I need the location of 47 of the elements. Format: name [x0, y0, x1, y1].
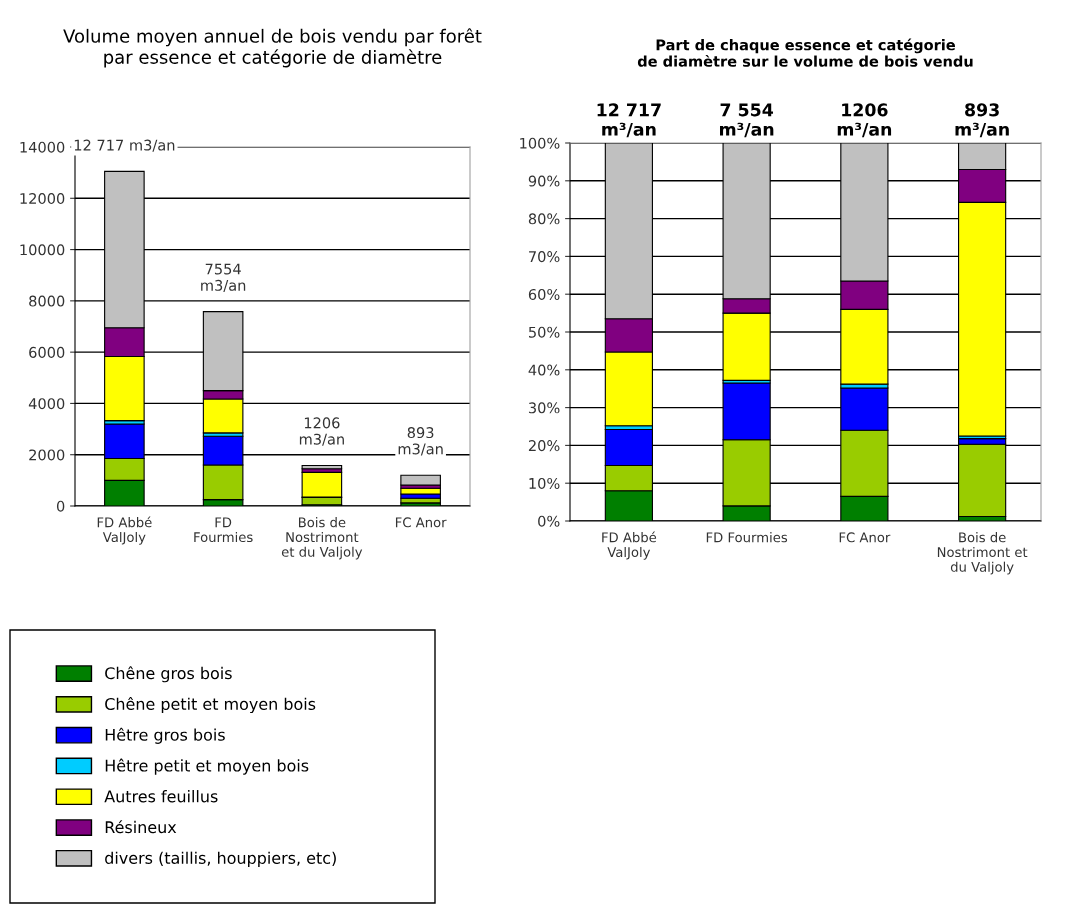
y-tick-label: 90%	[528, 175, 560, 187]
annotation: 893 m3/an	[398, 427, 443, 456]
y-tick-label: 40%	[528, 364, 560, 376]
y-tick-label: 60%	[528, 288, 560, 300]
chart-title: Volume moyen annuel de bois vendu par forêt par essence et catégorie de diamètre	[63, 28, 482, 68]
x-tick-label: Bois de Nostrimont et du Valjoly	[281, 517, 363, 560]
x-tick-label: FD Abbé ValJoly	[602, 531, 657, 560]
x-tick-label: FD Fourmies	[194, 517, 253, 543]
y-tick-label: 80%	[528, 213, 560, 225]
text: 1206 m³/an	[837, 103, 892, 138]
y-tick-label: 20%	[528, 440, 560, 452]
legend-label: Autres feuillus	[104, 790, 218, 803]
x-tick-label: FC Anor	[839, 532, 891, 543]
x-tick-label: FD Abbé ValJoly	[97, 516, 152, 545]
y-tick-label: 100%	[520, 137, 560, 149]
y-tick-label: 4000	[28, 398, 65, 410]
x-tick-label: FC Anor	[395, 517, 447, 528]
y-tick-label: 14000	[20, 141, 65, 153]
legend-label: Chêne gros bois	[105, 666, 232, 683]
y-tick-label: 10000	[20, 244, 65, 256]
legend-label: Chêne petit et moyen bois	[105, 697, 316, 714]
y-tick-label: 2000	[29, 449, 65, 461]
text: 12 717 m³/an	[597, 103, 661, 138]
chart-title: Part de chaque essence et catégorie de diamètre sur le volume de bois vendu	[637, 38, 973, 67]
bar	[400, 487, 441, 495]
annotation: 7554 m3/an	[201, 263, 246, 292]
bar	[301, 464, 343, 470]
legend-label: Hêtre gros bois	[105, 727, 225, 744]
text: 7 554 m³/an	[720, 103, 774, 138]
y-tick-label: 6000	[29, 346, 65, 358]
annotation: 12 717 m3/an	[74, 139, 175, 152]
legend-label: divers (taillis, houppiers, etc)	[105, 851, 336, 868]
text: 893 m³/an	[955, 103, 1009, 138]
y-tick-label: 8000	[29, 295, 65, 307]
bar	[400, 474, 441, 486]
legend-label: Hêtre petit et moyen bois	[105, 758, 309, 775]
y-tick-label: 70%	[529, 251, 560, 263]
legend-label: Résineux	[105, 820, 177, 834]
annotation: 1206 m3/an	[299, 417, 344, 446]
y-tick-label: 50%	[528, 326, 560, 338]
y-tick-label: 30%	[528, 402, 560, 414]
y-tick-label: 10%	[529, 477, 560, 489]
x-tick-label: Bois de Nostrimont et du Valjoly	[937, 532, 1028, 575]
x-tick-label: FD Fourmies	[706, 532, 788, 543]
y-tick-label: 12000	[20, 193, 65, 205]
y-tick-label: 0	[56, 500, 65, 512]
y-tick-label: 0%	[538, 515, 560, 527]
